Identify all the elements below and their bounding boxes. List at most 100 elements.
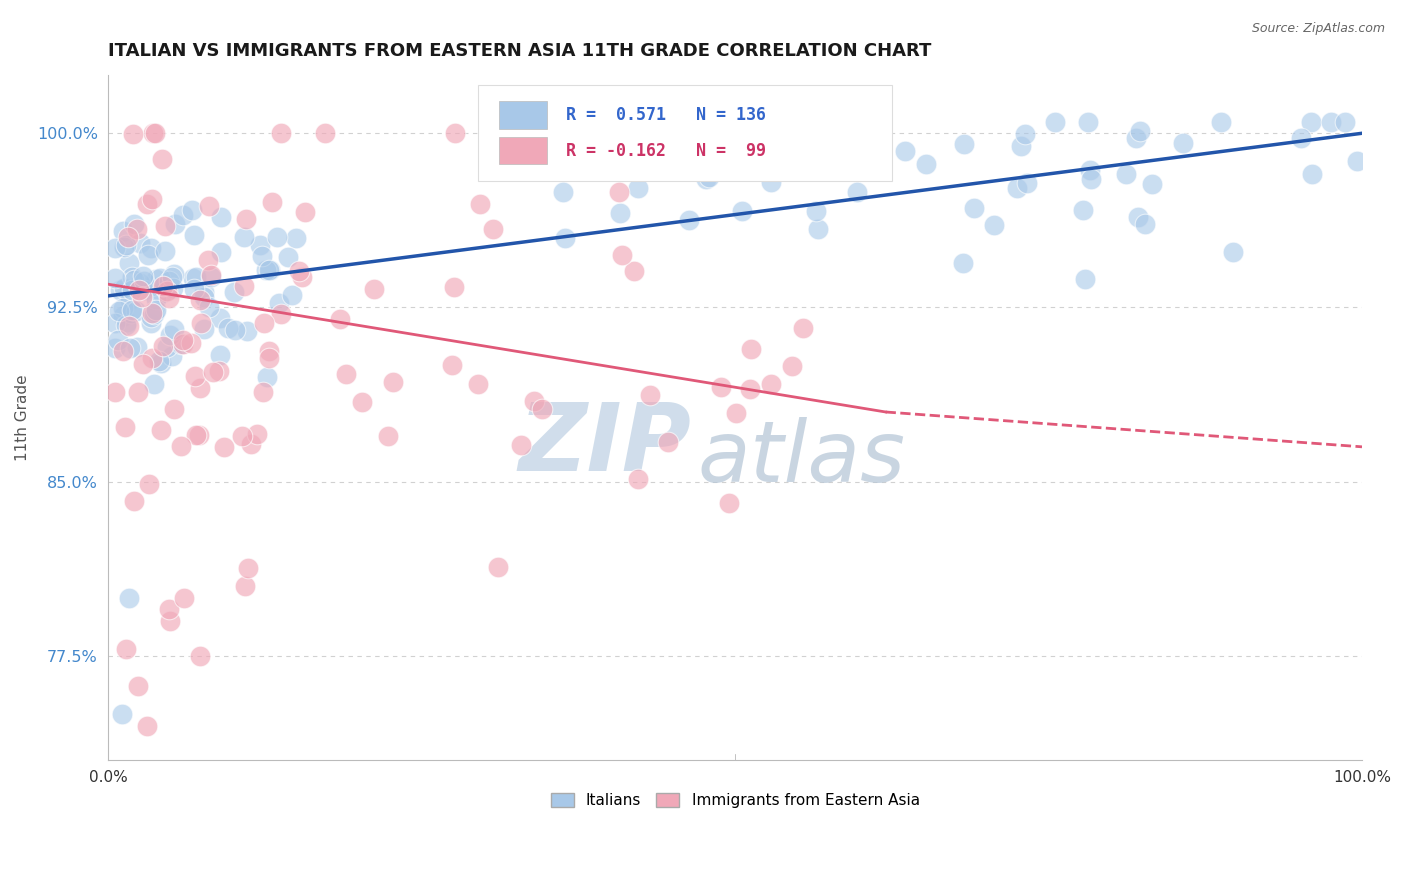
Immigrants from Eastern Asia — [440, 359, 463, 373]
Italians — [952, 256, 974, 270]
Italians — [254, 262, 277, 277]
Italians — [108, 304, 131, 318]
Italians — [1010, 139, 1032, 153]
Italians — [217, 321, 239, 335]
Italians — [127, 340, 149, 354]
Immigrants from Eastern Asia — [159, 614, 181, 628]
Text: atlas: atlas — [697, 417, 905, 500]
Immigrants from Eastern Asia — [253, 316, 276, 330]
Italians — [285, 231, 308, 245]
Text: ITALIAN VS IMMIGRANTS FROM EASTERN ASIA 11TH GRADE CORRELATION CHART: ITALIAN VS IMMIGRANTS FROM EASTERN ASIA … — [108, 42, 932, 60]
Italians — [124, 272, 146, 286]
Immigrants from Eastern Asia — [127, 221, 149, 235]
Italians — [172, 208, 194, 222]
Immigrants from Eastern Asia — [197, 252, 219, 267]
Immigrants from Eastern Asia — [127, 679, 149, 693]
Italians — [963, 201, 986, 215]
Immigrants from Eastern Asia — [184, 368, 207, 383]
Italians — [1209, 114, 1232, 128]
FancyBboxPatch shape — [478, 86, 891, 181]
Italians — [554, 231, 576, 245]
Italians — [163, 322, 186, 336]
Italians — [183, 282, 205, 296]
Immigrants from Eastern Asia — [200, 268, 222, 283]
Italians — [1346, 154, 1368, 169]
Italians — [115, 318, 138, 332]
Immigrants from Eastern Asia — [252, 385, 274, 400]
Italians — [163, 217, 186, 231]
Immigrants from Eastern Asia — [202, 365, 225, 379]
Italians — [1320, 114, 1343, 128]
Italians — [236, 324, 259, 338]
Immigrants from Eastern Asia — [188, 428, 211, 442]
Immigrants from Eastern Asia — [212, 440, 235, 454]
Y-axis label: 11th Grade: 11th Grade — [15, 375, 30, 461]
Immigrants from Eastern Asia — [363, 282, 385, 296]
Italians — [184, 269, 207, 284]
Italians — [145, 303, 167, 318]
Italians — [142, 377, 165, 392]
Text: Source: ZipAtlas.com: Source: ZipAtlas.com — [1251, 22, 1385, 36]
Italians — [132, 283, 155, 297]
Italians — [170, 337, 193, 351]
Immigrants from Eastern Asia — [612, 248, 634, 262]
Immigrants from Eastern Asia — [294, 205, 316, 219]
Text: ZIP: ZIP — [519, 400, 692, 491]
Italians — [200, 270, 222, 285]
Immigrants from Eastern Asia — [188, 648, 211, 663]
Italians — [1080, 172, 1102, 186]
Italians — [153, 244, 176, 258]
Immigrants from Eastern Asia — [157, 602, 180, 616]
Immigrants from Eastern Asia — [523, 393, 546, 408]
Immigrants from Eastern Asia — [122, 494, 145, 508]
Italians — [118, 293, 141, 307]
Italians — [118, 591, 141, 605]
Italians — [1129, 124, 1152, 138]
Immigrants from Eastern Asia — [352, 395, 374, 409]
Italians — [269, 295, 291, 310]
Italians — [224, 285, 246, 299]
Italians — [132, 274, 155, 288]
Immigrants from Eastern Asia — [484, 143, 506, 157]
Immigrants from Eastern Asia — [152, 339, 174, 353]
Immigrants from Eastern Asia — [657, 435, 679, 450]
Immigrants from Eastern Asia — [531, 401, 554, 416]
Italians — [249, 238, 271, 252]
Italians — [894, 144, 917, 158]
Italians — [162, 270, 184, 285]
Immigrants from Eastern Asia — [260, 194, 283, 209]
Immigrants from Eastern Asia — [780, 359, 803, 373]
Immigrants from Eastern Asia — [135, 197, 157, 211]
Italians — [149, 356, 172, 370]
Immigrants from Eastern Asia — [510, 438, 533, 452]
Italians — [915, 157, 938, 171]
FancyBboxPatch shape — [499, 101, 547, 128]
Italians — [252, 249, 274, 263]
Italians — [156, 340, 179, 354]
Italians — [112, 301, 135, 316]
Text: R =  0.571   N = 136: R = 0.571 N = 136 — [567, 106, 766, 124]
Immigrants from Eastern Asia — [156, 285, 179, 299]
Immigrants from Eastern Asia — [138, 477, 160, 491]
Italians — [280, 288, 302, 302]
Italians — [1135, 217, 1157, 231]
Immigrants from Eastern Asia — [235, 211, 257, 226]
Immigrants from Eastern Asia — [104, 384, 127, 399]
Immigrants from Eastern Asia — [335, 367, 357, 381]
Italians — [128, 236, 150, 251]
Immigrants from Eastern Asia — [382, 375, 405, 389]
Italians — [120, 306, 142, 320]
Italians — [104, 341, 127, 355]
Italians — [141, 279, 163, 293]
Italians — [1140, 178, 1163, 192]
Immigrants from Eastern Asia — [188, 293, 211, 307]
Italians — [1128, 210, 1150, 224]
Italians — [1071, 202, 1094, 217]
Italians — [183, 227, 205, 242]
Italians — [111, 309, 134, 323]
Italians — [193, 290, 215, 304]
Immigrants from Eastern Asia — [623, 264, 645, 278]
Immigrants from Eastern Asia — [142, 126, 165, 140]
Italians — [1125, 130, 1147, 145]
Italians — [139, 316, 162, 330]
